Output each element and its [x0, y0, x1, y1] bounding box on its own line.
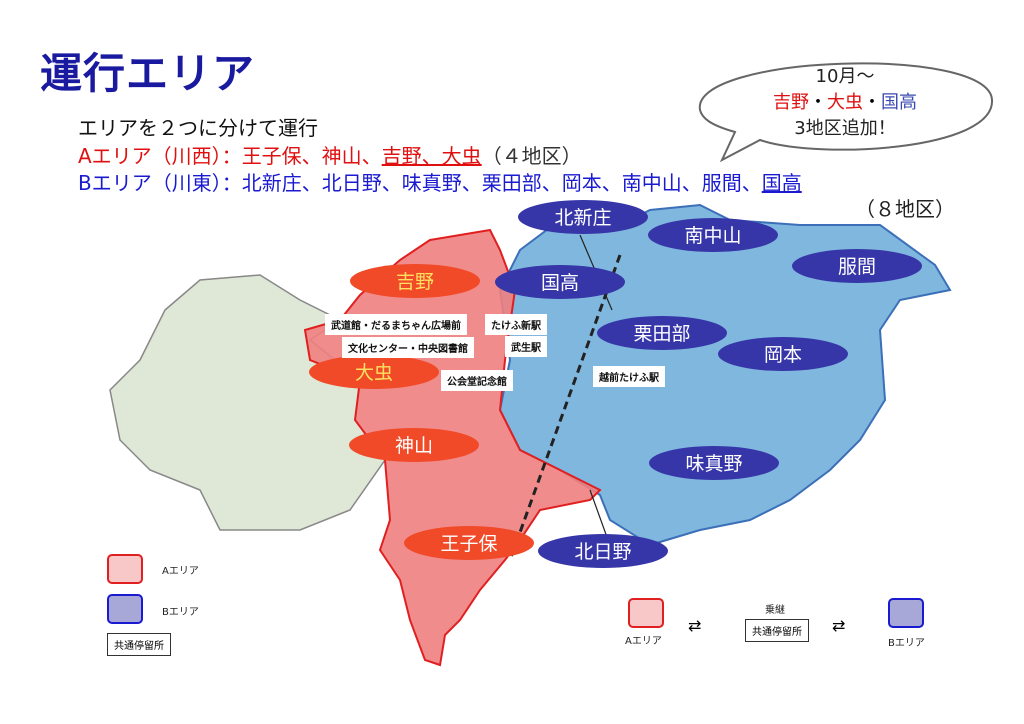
- transfer-a-label: Aエリア: [625, 636, 662, 647]
- area-b-district-ellipse: [538, 534, 668, 568]
- area-a-district-ellipse: [309, 355, 439, 389]
- area-b-district-ellipse: [792, 249, 922, 283]
- legend-a-swatch: [107, 554, 143, 584]
- stop-label: 文化センター・中央図書館: [342, 337, 474, 358]
- area-a-new-districts: 吉野、大虫: [381, 144, 482, 168]
- area-b-district-ellipse: [518, 200, 648, 234]
- area-b-description: Bエリア（川東）：北新庄、北日野、味真野、栗田部、岡本、南中山、服間、国高: [78, 167, 802, 196]
- area-b-districts: 北新庄、北日野、味真野、栗田部、岡本、南中山、服間、: [241, 171, 762, 195]
- area-b-label: Bエリア（川東）：: [78, 171, 242, 195]
- area-a-district-label: 吉野: [396, 271, 434, 293]
- transfer-common-stop: 共通停留所: [745, 619, 809, 642]
- area-b-count: （８地区）: [855, 197, 955, 221]
- stop-label: 公会堂記念館: [441, 370, 513, 391]
- bubble-line3: 3地区追加！: [794, 118, 896, 139]
- speech-bubble: [698, 62, 994, 163]
- area-a-district-ellipse: [350, 264, 480, 298]
- bubble-line2: 吉野・大虫・国高: [695, 88, 995, 114]
- area-a-count: （４地区）: [481, 144, 582, 168]
- bubble-sep: ・: [863, 92, 881, 113]
- transfer-arrows-icon: ⇄: [832, 616, 846, 635]
- area-a-label: Aエリア（川西）：: [78, 144, 242, 168]
- bubble-kunitaka: 国高: [881, 92, 917, 113]
- area-a-district-label: 神山: [395, 435, 433, 457]
- railway-line: [508, 254, 622, 561]
- area-a-district-ellipse: [404, 526, 534, 560]
- transfer-b-swatch: [888, 598, 924, 628]
- area-b-district-ellipse: [495, 265, 625, 299]
- stop-label: 武生駅: [505, 336, 547, 357]
- area-b-district-label: 北日野: [574, 541, 631, 563]
- stop-label: 武道館・だるまちゃん広場前: [325, 314, 467, 335]
- page-title: 運行エリア: [40, 49, 256, 98]
- area-b-district-label: 味真野: [685, 453, 742, 475]
- transfer-arrows-icon: ⇄: [688, 616, 702, 635]
- stop-label: たけふ新駅: [485, 314, 547, 335]
- area-b-district-label: 南中山: [684, 225, 741, 247]
- bubble-omushi: 大虫: [827, 92, 863, 113]
- area-a-description: Aエリア（川西）：王子保、神山、吉野、大虫（４地区）: [78, 140, 582, 169]
- bubble-sep: ・: [809, 92, 827, 113]
- transfer-a-swatch: [628, 598, 664, 628]
- area-b-district-label: 岡本: [764, 344, 802, 366]
- transfer-b-label: Bエリア: [888, 638, 925, 649]
- area-b-district-label: 服間: [838, 256, 876, 278]
- area-b-district-ellipse: [718, 337, 848, 371]
- area-b-district-label: 栗田部: [633, 323, 690, 345]
- area-b-new-districts: 国高: [761, 171, 802, 195]
- area-a-district-label: 王子保: [440, 533, 497, 555]
- stop-label: 越前たけふ駅: [593, 366, 665, 387]
- area-b-district-ellipse: [597, 316, 727, 350]
- area-a-district-ellipse: [349, 428, 479, 462]
- area-b-district-ellipse: [649, 446, 779, 480]
- outer-region: [109, 274, 386, 531]
- transfer-title: 乗継: [765, 605, 785, 616]
- leader-line: [589, 489, 609, 541]
- area-b-district-label: 北新庄: [554, 207, 611, 229]
- area-b-district-ellipse: [648, 218, 778, 252]
- legend-b-swatch: [107, 594, 143, 624]
- area-a-district-label: 大虫: [355, 362, 393, 384]
- legend-common-stop: 共通停留所: [107, 633, 171, 656]
- bubble-yoshino: 吉野: [773, 92, 809, 113]
- bubble-line1: 10月～: [815, 66, 875, 87]
- legend-a-label: Aエリア: [162, 566, 199, 577]
- area-a-districts: 王子保、神山、: [241, 144, 382, 168]
- intro-text: エリアを２つに分けて運行: [78, 116, 318, 140]
- legend-b-label: Bエリア: [162, 607, 199, 618]
- area-b-district-label: 国高: [541, 272, 579, 294]
